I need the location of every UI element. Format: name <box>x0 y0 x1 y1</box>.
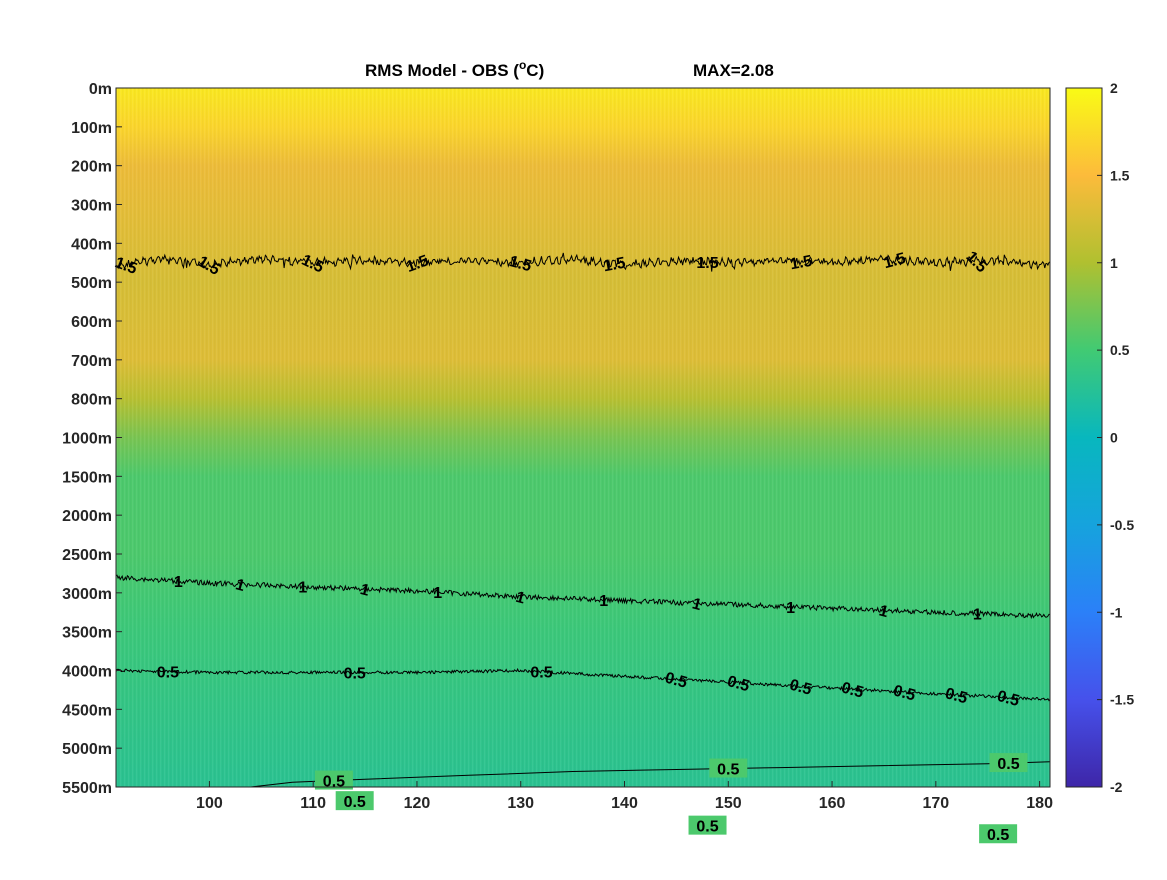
contour-line <box>116 667 1050 702</box>
y-tick-label: 200m <box>71 159 112 176</box>
y-tick-label: 300m <box>71 198 112 215</box>
x-tick-label: 110 <box>300 795 326 812</box>
contour-label: 1.5 <box>789 253 814 274</box>
y-tick-label: 0m <box>89 81 112 98</box>
x-tick-label: 160 <box>819 795 846 812</box>
contour-label: 0.5 <box>663 670 689 692</box>
contour-label: 1 <box>690 595 703 614</box>
contour-label: 0.5 <box>157 665 179 682</box>
contour-label: 0.5 <box>530 665 552 682</box>
contour-label: 0.5 <box>323 774 345 791</box>
y-tick-label: 3000m <box>62 586 112 603</box>
colorbar-tick-label: 0.5 <box>1110 342 1130 358</box>
contour-label: 0.5 <box>344 665 366 682</box>
contour-label: 0.5 <box>997 756 1019 773</box>
contour-label: 0.5 <box>839 679 865 701</box>
contour-line <box>116 574 1050 620</box>
y-tick-label: 5000m <box>62 741 112 758</box>
contour-label: 1 <box>358 581 371 600</box>
colorbar-tick-label: 2 <box>1110 80 1118 96</box>
contour-label: 0.5 <box>725 673 751 695</box>
contour-line <box>116 252 1050 272</box>
contour-label: 1.5 <box>404 252 431 276</box>
y-tick-label: 700m <box>71 353 112 370</box>
contour-label: 1 <box>786 600 795 617</box>
contour-label-bg <box>314 770 353 790</box>
contour-label: 1 <box>514 589 527 608</box>
contour-label: 0.5 <box>891 682 917 704</box>
colorbar-tick-label: -0.5 <box>1110 517 1134 533</box>
contour-label-bg <box>709 758 748 778</box>
y-tick-label: 1000m <box>62 431 112 448</box>
chart-title: RMS Model - OBS (oC) MAX=2.08 <box>365 58 774 80</box>
contour-label: 1.5 <box>507 253 533 275</box>
x-tick-label: 130 <box>507 795 534 812</box>
y-tick-label: 3500m <box>62 625 112 642</box>
contour-label: 1.5 <box>696 255 718 272</box>
colorbar-tick-label: 1.5 <box>1110 167 1130 183</box>
colorbar-tick-label: 1 <box>1110 255 1118 271</box>
contour-label-bg <box>688 815 727 835</box>
y-axis: 0m 100m 200m 300m 400m 500m 600m 700m 800m 1000m 1… <box>62 81 122 797</box>
colorbar: 2 1.5 1 0.5 0 -0.5 -1 -1.5 -2 <box>1065 80 1134 795</box>
x-tick-label: 150 <box>715 795 742 812</box>
contour-label-bg <box>335 791 374 811</box>
contour-label: 0.5 <box>995 688 1021 710</box>
colorbar-tick-label: -2 <box>1110 779 1123 795</box>
contour-line <box>250 761 1050 787</box>
y-tick-label: 800m <box>71 392 112 409</box>
colorbar-tick-label: -1 <box>1110 604 1123 620</box>
contour-lines <box>116 252 1050 787</box>
plot-area: 1.5 1.5 1.5 1.5 1.5 1.5 1.5 1.5 1.5 1.51 1 1 1 1 1 1 1 1 1… <box>113 87 1051 844</box>
x-tick-label: 170 <box>922 795 949 812</box>
contour-label: 0.5 <box>717 762 739 779</box>
y-tick-label: 500m <box>71 275 112 292</box>
contour-label: 1 <box>174 574 183 591</box>
contour-label: 1 <box>298 580 307 597</box>
y-tick-label: 4500m <box>62 702 112 719</box>
contour-label: 1.5 <box>882 250 908 272</box>
max-label: MAX=2.08 <box>693 61 774 80</box>
y-tick-label: 2000m <box>62 508 112 525</box>
y-tick-label: 600m <box>71 314 112 331</box>
contour-label-bg <box>979 824 1018 844</box>
contour-label: 0.5 <box>696 819 718 836</box>
contour-label: 1 <box>599 593 608 610</box>
contour-label: 0.5 <box>943 685 969 707</box>
colorbar-tick-label: 0 <box>1110 430 1118 446</box>
contour-label: 0.5 <box>788 677 814 699</box>
title-unit: C) <box>526 61 544 80</box>
y-tick-label: 100m <box>71 120 112 137</box>
contour-label: 1 <box>234 576 247 595</box>
contour-label: 0.5 <box>344 794 366 811</box>
x-axis: 100 110 120 130 140 150 160 170 180 <box>196 781 1053 812</box>
x-tick-label: 100 <box>196 795 223 812</box>
colorbar-gradient <box>1065 87 1103 788</box>
contour-label: 1 <box>973 607 982 624</box>
x-tick-label: 120 <box>404 795 431 812</box>
contour-label-bg <box>989 753 1028 773</box>
chart-title-text: RMS Model - OBS (oC) <box>365 58 544 80</box>
title-main: RMS Model - OBS ( <box>365 61 519 80</box>
colorbar-ticks: 2 1.5 1 0.5 0 -0.5 -1 -1.5 -2 <box>1097 80 1134 795</box>
contour-label: 1 <box>433 585 442 602</box>
y-tick-label: 400m <box>71 236 112 253</box>
colorbar-tick-label: -1.5 <box>1110 692 1134 708</box>
contour-label: 1.5 <box>602 255 627 276</box>
contour-label: 1 <box>877 602 890 621</box>
heatmap-texture <box>116 88 1050 787</box>
y-tick-label: 5500m <box>62 780 112 797</box>
x-tick-label: 140 <box>611 795 638 812</box>
x-tick-label: 180 <box>1026 795 1053 812</box>
y-tick-label: 4000m <box>62 664 112 681</box>
y-tick-label: 2500m <box>62 547 112 564</box>
title-superscript: o <box>519 58 526 72</box>
contour-label: 0.5 <box>987 827 1009 844</box>
y-tick-label: 1500m <box>62 469 112 486</box>
contour-label: 1.5 <box>113 254 140 278</box>
